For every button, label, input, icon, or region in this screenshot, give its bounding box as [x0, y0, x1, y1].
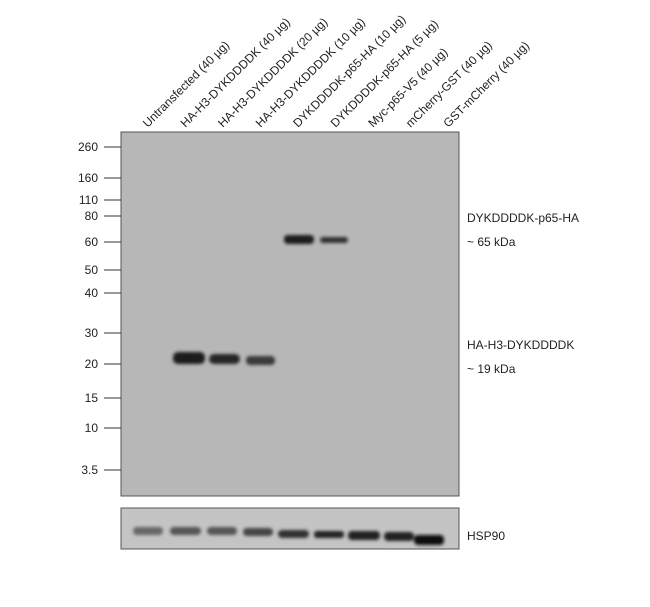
marker-label: 15 — [85, 391, 99, 405]
marker-label: 3.5 — [81, 463, 98, 477]
band — [384, 532, 414, 541]
band-size: ~ 65 kDa — [467, 235, 516, 249]
band-size: ~ 19 kDa — [467, 362, 516, 376]
band — [243, 528, 273, 536]
marker-label: 30 — [85, 326, 99, 340]
marker-label: 80 — [85, 209, 99, 223]
band — [246, 356, 275, 365]
band — [320, 237, 348, 243]
marker-label: 10 — [85, 421, 99, 435]
marker-label: 40 — [85, 286, 99, 300]
bands — [133, 235, 444, 545]
band — [314, 531, 344, 538]
band — [133, 527, 163, 535]
loading-control-label: HSP90 — [467, 529, 505, 543]
band — [278, 530, 309, 538]
main-blot — [120, 131, 460, 497]
band — [207, 527, 237, 535]
band — [209, 354, 240, 364]
marker-label: 160 — [78, 171, 98, 185]
band — [414, 535, 444, 545]
band — [348, 531, 380, 540]
marker-label: 110 — [79, 193, 98, 207]
band — [170, 527, 201, 535]
marker-label: 50 — [85, 263, 99, 277]
marker-label: 60 — [85, 235, 99, 249]
band — [284, 235, 314, 244]
band-name: DYKDDDDK-p65-HA — [467, 211, 579, 225]
band-name: HA-H3-DYKDDDDK — [467, 338, 574, 352]
marker-label: 20 — [85, 357, 99, 371]
marker-label: 260 — [78, 140, 98, 154]
band — [173, 352, 205, 364]
